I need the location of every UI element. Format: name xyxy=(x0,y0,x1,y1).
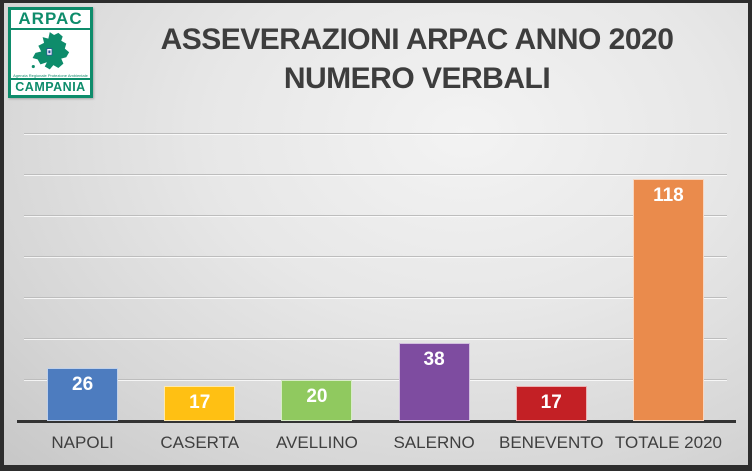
gridline-80 xyxy=(24,256,727,257)
bar-value-label: 20 xyxy=(306,386,328,407)
bar-totale-2020: 118 xyxy=(632,179,704,421)
bar-value-label: 17 xyxy=(540,392,562,414)
chart-title-line2: NUMERO VERBALI xyxy=(283,62,551,95)
bar-benevento: 17 xyxy=(515,386,587,421)
gridline-40 xyxy=(24,338,727,339)
gridline-100 xyxy=(24,215,727,216)
gridline-60 xyxy=(24,297,727,298)
arpac-logo-brand-text: ARPAC xyxy=(11,10,90,30)
arpac-logo-subtext: Agenzia Regionale Protezione Ambientale xyxy=(13,73,88,78)
bar-caserta: 17 xyxy=(164,386,236,421)
category-label-napoli: NAPOLI xyxy=(51,433,114,452)
chart-title-line1: ASSEVERAZIONI ARPAC ANNO 2020 xyxy=(160,23,674,56)
arpac-logo: ARPAC Agenzia Regionale Protezione Ambie… xyxy=(8,7,93,98)
chart-title: ASSEVERAZIONI ARPAC ANNO 2020 NUMERO VER… xyxy=(96,20,738,98)
campania-map-icon xyxy=(11,30,90,73)
bar-napoli: 26 xyxy=(47,367,119,421)
category-axis: NAPOLI CASERTA AVELLINO SALERNO BENEVENTO TOT… xyxy=(24,431,727,455)
arpac-logo-region-text: CAMPANIA xyxy=(11,78,90,95)
bar-value-label: 17 xyxy=(189,392,211,414)
bar-salerno: 38 xyxy=(398,343,470,421)
category-label-salerno: SALERNO xyxy=(393,433,475,452)
category-label-benevento: BENEVENTO xyxy=(498,433,604,452)
category-label-avellino: AVELLINO xyxy=(275,433,358,452)
plot-area: 26 17 20 38 17 118 xyxy=(17,133,736,423)
bar-avellino: 20 xyxy=(281,380,353,421)
gridline-120 xyxy=(24,174,727,175)
bar-value-label: 118 xyxy=(653,185,684,207)
bar-value-label: 26 xyxy=(72,373,94,395)
gridline-20 xyxy=(24,379,727,380)
bar-value-label: 38 xyxy=(423,349,445,371)
category-label-caserta: CASERTA xyxy=(160,433,240,452)
gridline-140 xyxy=(24,133,727,134)
category-label-totale-2020: TOTALE 2020 xyxy=(614,433,722,452)
x-axis-line xyxy=(17,420,736,423)
